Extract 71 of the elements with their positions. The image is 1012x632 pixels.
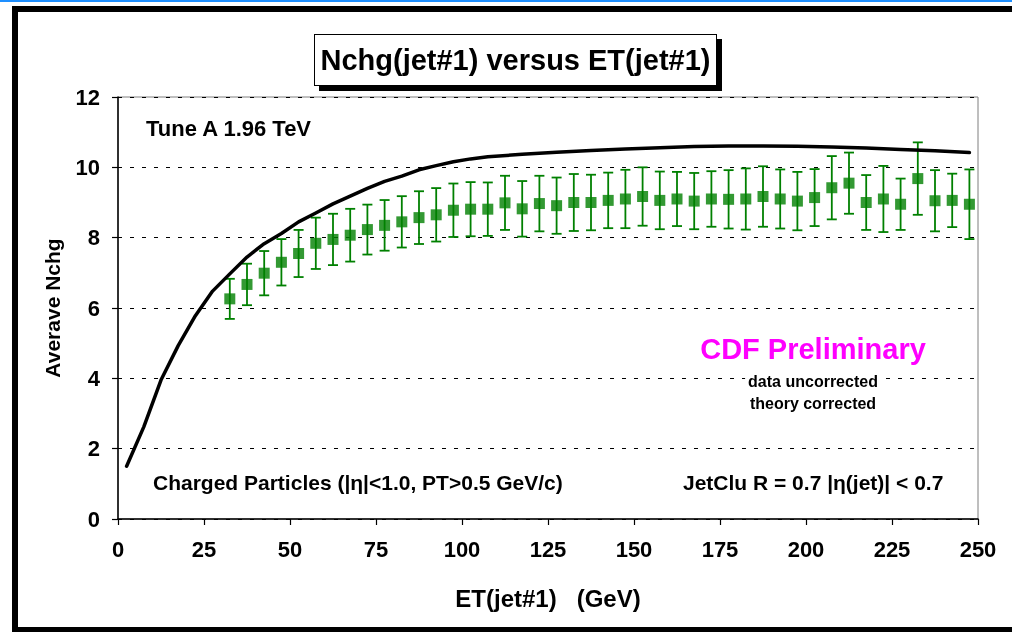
point [860,197,872,208]
x-tick-label: 50 [277,536,303,562]
point [327,233,339,245]
point [482,203,494,215]
point [310,237,322,249]
point [379,219,391,231]
x-tick-label: 200 [787,536,825,562]
point [241,278,253,290]
x-tick-label: 75 [363,536,389,562]
point [447,204,459,216]
annotation: Charged Particles (|η|<1.0, PT>0.5 GeV/c) [153,470,563,494]
x-tick-label: 150 [615,536,653,562]
x-tick-label: 225 [873,536,911,562]
y-tick-label: 0 [87,506,100,532]
point [430,209,442,221]
y-tick-label: 10 [75,154,100,180]
point [809,192,821,204]
point [275,256,287,268]
x-tick-label: 250 [959,536,997,562]
point [293,247,305,259]
y-tick-label: 6 [87,295,100,321]
y-tick-label: 4 [87,365,101,391]
point [413,212,425,224]
point [258,267,270,279]
point [740,193,752,205]
point [826,182,838,194]
point [361,224,373,236]
x-tick-label: 0 [111,536,125,562]
point [929,195,941,207]
point [963,198,975,210]
chart-title: Nchg(jet#1) versus ET(jet#1) [314,34,717,86]
point [946,194,958,206]
annotation: JetClu R = 0.7 |η(jet)| < 0.7 [683,470,944,494]
annotation: CDF Preliminary [700,333,926,365]
point [774,193,786,205]
point [568,197,580,208]
point [705,193,717,205]
point [224,293,236,305]
point [654,194,666,206]
point [551,200,563,212]
point [671,193,683,205]
point [688,195,700,207]
point [619,193,631,205]
point [516,203,528,215]
y-tick-label: 8 [87,225,100,251]
point [533,198,545,210]
y-axis-title: Averave Nchg [41,238,64,378]
point [843,177,855,189]
point [344,229,356,241]
point [757,191,769,203]
annotation: Tune A 1.96 TeV [146,115,312,141]
y-tick-label: 2 [87,436,100,462]
x-tick-label: 100 [443,536,481,562]
point [723,193,735,205]
x-axis-title: ET(jet#1) (GeV) [455,584,641,612]
point [585,197,597,208]
x-tick-label: 175 [701,536,739,562]
x-tick-label: 25 [191,536,217,562]
x-tick-label: 125 [529,536,567,562]
point [465,203,477,215]
annotation: data uncorrected [748,372,878,390]
point [895,198,907,210]
point [637,191,649,203]
point [912,173,924,185]
point [602,194,614,206]
point [791,195,803,207]
annotation: theory corrected [749,394,877,412]
y-tick-label: 12 [75,84,100,110]
point [499,197,511,209]
point [877,193,889,205]
point [396,216,408,228]
